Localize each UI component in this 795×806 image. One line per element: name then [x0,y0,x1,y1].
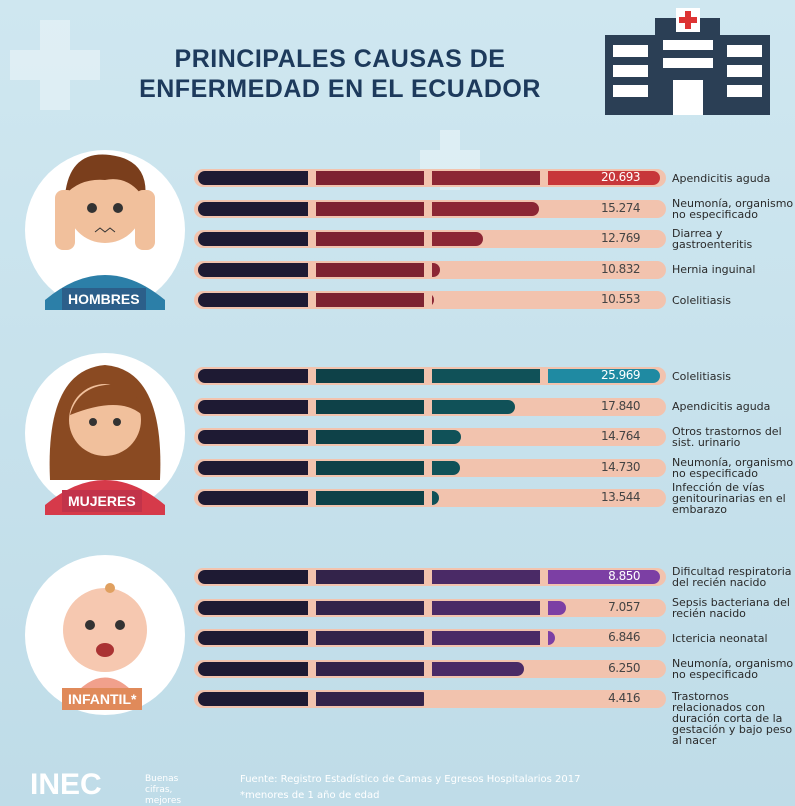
bar [198,293,434,307]
group-label: HOMBRES [62,288,146,310]
bar [198,491,439,505]
category-label: Ictericia neonatal [672,633,794,644]
bar [198,232,483,246]
category-label: Neumonía, organismo no especificado [672,198,794,220]
tagline: Buenas cifras, mejores vidas [145,774,205,806]
hospital-icon [605,8,770,115]
logo: INEC [30,768,102,802]
group-label: INFANTIL* [62,688,142,710]
value-label: 20.693 [550,170,640,184]
value-label: 4.416 [550,691,640,705]
bar [198,631,555,645]
bar [198,202,539,216]
category-label: Colelitiasis [672,295,794,306]
category-label: Otros trastornos del sist. urinario [672,426,794,448]
value-label: 13.544 [550,490,640,504]
title: PRINCIPALES CAUSAS DE ENFERMEDAD EN EL E… [90,44,590,104]
category-label: Apendicitis aguda [672,173,794,184]
bar [198,461,460,475]
category-label: Hernia inguinal [672,264,794,275]
value-label: 10.553 [550,292,640,306]
bar [198,601,566,615]
bar [198,662,524,676]
note: *menores de 1 año de edad [240,790,379,801]
value-label: 25.969 [550,368,640,382]
category-label: Colelitiasis [672,371,794,382]
category-label: Trastornos relacionados con duración cor… [672,691,794,746]
category-label: Dificultad respiratoria del recién nacid… [672,566,794,588]
value-label: 8.850 [550,569,640,583]
category-label: Apendicitis aguda [672,401,794,412]
value-label: 7.057 [550,600,640,614]
group-label: MUJERES [62,490,142,512]
category-label: Diarrea y gastroenteritis [672,228,794,250]
bar [198,400,515,414]
value-label: 6.250 [550,661,640,675]
value-label: 10.832 [550,262,640,276]
value-label: 17.840 [550,399,640,413]
bar [198,263,440,277]
category-label: Sepsis bacteriana del recién nacido [672,597,794,619]
infographic: PRINCIPALES CAUSAS DE ENFERMEDAD EN EL E… [0,0,795,806]
bar [198,692,429,706]
category-label: Infección de vías genitourinarias en el … [672,482,794,515]
bar [198,430,461,444]
value-label: 12.769 [550,231,640,245]
category-label: Neumonía, organismo no especificado [672,457,794,479]
value-label: 14.764 [550,429,640,443]
source: Fuente: Registro Estadístico de Camas y … [240,774,581,785]
value-label: 15.274 [550,201,640,215]
value-label: 14.730 [550,460,640,474]
value-label: 6.846 [550,630,640,644]
category-label: Neumonía, organismo no especificado [672,658,794,680]
